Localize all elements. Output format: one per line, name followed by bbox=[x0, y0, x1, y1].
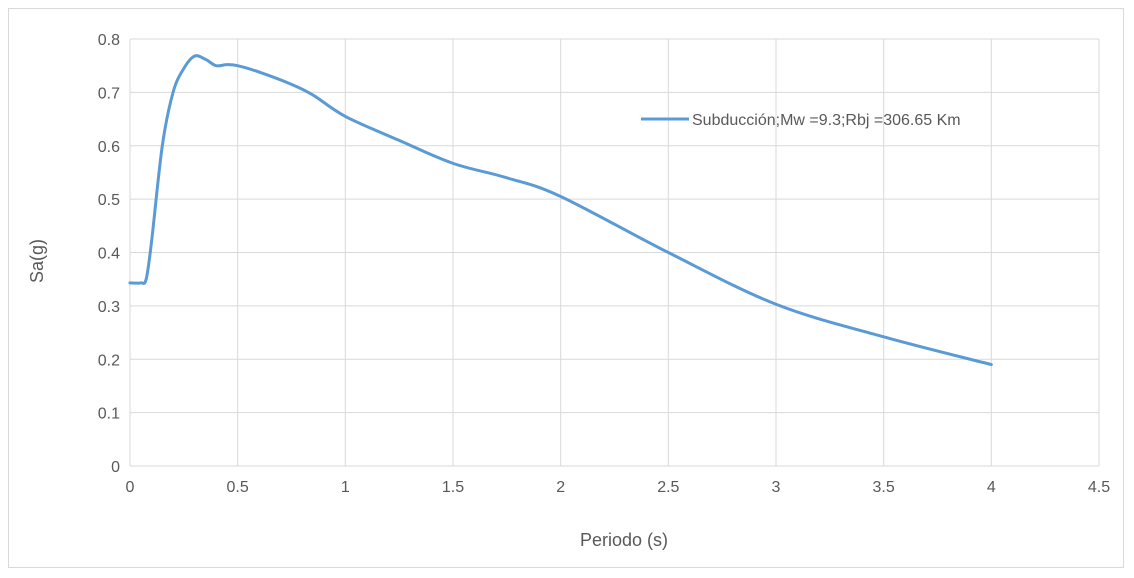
y-tick-label: 0.2 bbox=[98, 352, 120, 369]
x-tick-label: 1 bbox=[341, 479, 350, 496]
y-tick-label: 0.7 bbox=[98, 85, 120, 102]
x-tick-label: 0.5 bbox=[227, 479, 249, 496]
chart-area: 0 0.1 0.2 0.3 0.4 0.5 0.6 0.7 0.8 0 0.5 1 1.5 2 2.5 3 3.… bbox=[8, 8, 1124, 568]
y-tick-label: 0.3 bbox=[98, 299, 120, 316]
y-tick-label: 0.4 bbox=[98, 246, 120, 263]
y-tick-label: 0.5 bbox=[98, 192, 120, 209]
y-tick-label: 0 bbox=[111, 459, 120, 476]
series-line-0 bbox=[128, 54, 993, 367]
line-chart: 0 0.1 0.2 0.3 0.4 0.5 0.6 0.7 0.8 0 0.5 1 1.5 2 2.5 3 3.… bbox=[27, 32, 1110, 550]
x-tick-label: 3.5 bbox=[873, 479, 895, 496]
series-layer bbox=[128, 54, 993, 367]
x-tick-label: 4 bbox=[987, 479, 996, 496]
y-tick-label: 0.6 bbox=[98, 139, 120, 156]
y-axis-title: Sa(g) bbox=[27, 239, 47, 283]
legend-label: Subducción;Mw =9.3;Rbj =306.65 Km bbox=[692, 112, 961, 129]
x-tick-label: 3 bbox=[772, 479, 781, 496]
axes: 0 0.1 0.2 0.3 0.4 0.5 0.6 0.7 0.8 0 0.5 1 1.5 2 2.5 3 3.… bbox=[98, 32, 1110, 496]
x-tick-label: 2.5 bbox=[657, 479, 679, 496]
x-tick-label: 4.5 bbox=[1088, 479, 1110, 496]
x-tick-label: 1.5 bbox=[442, 479, 464, 496]
x-tick-label: 2 bbox=[556, 479, 565, 496]
x-tick-label: 0 bbox=[126, 479, 135, 496]
y-tick-label: 0.8 bbox=[98, 32, 120, 49]
legend: Subducción;Mw =9.3;Rbj =306.65 Km bbox=[641, 112, 961, 129]
x-axis-title: Periodo (s) bbox=[580, 530, 668, 550]
y-tick-label: 0.1 bbox=[98, 406, 120, 423]
gridlines bbox=[130, 38, 1100, 466]
